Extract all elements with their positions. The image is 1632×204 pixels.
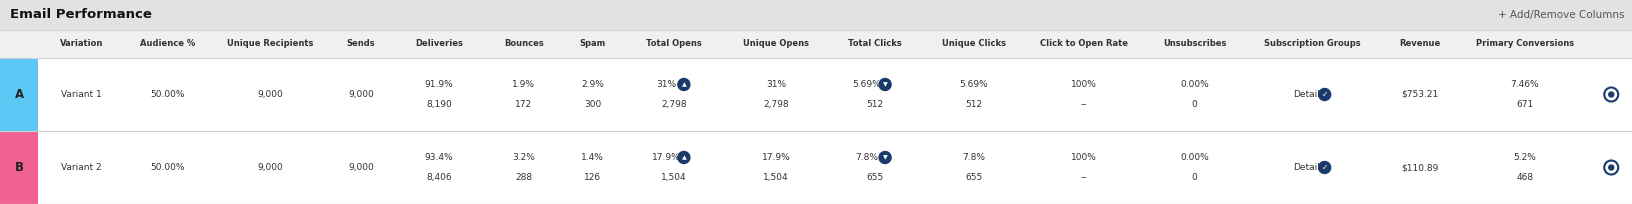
Text: 288: 288: [516, 173, 532, 182]
Text: Revenue: Revenue: [1399, 40, 1441, 49]
Text: 17.9%: 17.9%: [651, 153, 681, 162]
Text: 1.4%: 1.4%: [581, 153, 604, 162]
Text: 7.8%: 7.8%: [855, 153, 878, 162]
Text: --: --: [1080, 173, 1087, 182]
Text: + Add/Remove Columns: + Add/Remove Columns: [1498, 10, 1624, 20]
Text: ✓: ✓: [1322, 163, 1328, 172]
Text: Details: Details: [1293, 163, 1325, 172]
Text: 2,798: 2,798: [661, 100, 687, 109]
Text: 655: 655: [966, 173, 982, 182]
Text: 5.69%: 5.69%: [960, 80, 989, 89]
Text: A: A: [15, 88, 24, 101]
Text: 17.9%: 17.9%: [762, 153, 790, 162]
Text: 100%: 100%: [1071, 80, 1097, 89]
Circle shape: [1609, 165, 1614, 170]
Text: 93.4%: 93.4%: [424, 153, 454, 162]
Circle shape: [880, 152, 891, 163]
Text: 50.00%: 50.00%: [150, 163, 184, 172]
Text: Spam: Spam: [579, 40, 605, 49]
Text: Unique Recipients: Unique Recipients: [227, 40, 313, 49]
Text: 300: 300: [584, 100, 601, 109]
Text: 126: 126: [584, 173, 601, 182]
Text: ✓: ✓: [1322, 90, 1328, 99]
Text: 31%: 31%: [765, 80, 787, 89]
Text: 1,504: 1,504: [764, 173, 788, 182]
Bar: [0, 131, 38, 204]
Text: ▼: ▼: [883, 155, 888, 160]
Text: Unique Clicks: Unique Clicks: [942, 40, 1005, 49]
Bar: [0, 0, 1632, 30]
Text: ▲: ▲: [682, 82, 685, 87]
Text: 3.2%: 3.2%: [512, 153, 535, 162]
Text: 31%: 31%: [656, 80, 676, 89]
Text: 512: 512: [966, 100, 982, 109]
Text: 91.9%: 91.9%: [424, 80, 454, 89]
Text: $110.89: $110.89: [1400, 163, 1438, 172]
Text: 0.00%: 0.00%: [1180, 153, 1209, 162]
Circle shape: [880, 79, 891, 91]
Text: Deliveries: Deliveries: [415, 40, 463, 49]
Text: ▲: ▲: [682, 155, 685, 160]
Text: Sends: Sends: [346, 40, 375, 49]
Text: --: --: [1080, 100, 1087, 109]
Text: 50.00%: 50.00%: [150, 90, 184, 99]
Text: Unsubscribes: Unsubscribes: [1162, 40, 1226, 49]
Text: 0: 0: [1191, 100, 1198, 109]
Text: 1.9%: 1.9%: [512, 80, 535, 89]
Text: B: B: [15, 161, 23, 174]
Circle shape: [1319, 162, 1330, 173]
Text: Click to Open Rate: Click to Open Rate: [1040, 40, 1128, 49]
Text: Primary Conversions: Primary Conversions: [1475, 40, 1575, 49]
Text: Variation: Variation: [60, 40, 103, 49]
Bar: [0, 131, 1632, 204]
Text: 9,000: 9,000: [348, 163, 374, 172]
Bar: [0, 58, 1632, 131]
Text: Bounces: Bounces: [504, 40, 543, 49]
Text: 2,798: 2,798: [764, 100, 788, 109]
Text: 0: 0: [1191, 173, 1198, 182]
Text: Email Performance: Email Performance: [10, 9, 152, 21]
Text: Variant 1: Variant 1: [60, 90, 101, 99]
Text: Details: Details: [1293, 90, 1325, 99]
Text: 9,000: 9,000: [256, 163, 282, 172]
Text: 8,406: 8,406: [426, 173, 452, 182]
Text: 172: 172: [516, 100, 532, 109]
Text: 468: 468: [1516, 173, 1534, 182]
Text: 655: 655: [867, 173, 883, 182]
Text: Unique Opens: Unique Opens: [743, 40, 809, 49]
Text: 671: 671: [1516, 100, 1534, 109]
Text: 7.46%: 7.46%: [1511, 80, 1539, 89]
Text: 9,000: 9,000: [348, 90, 374, 99]
Text: 1,504: 1,504: [661, 173, 687, 182]
Text: 100%: 100%: [1071, 153, 1097, 162]
Text: 8,190: 8,190: [426, 100, 452, 109]
Text: Variant 2: Variant 2: [60, 163, 101, 172]
Text: 7.8%: 7.8%: [963, 153, 986, 162]
Circle shape: [677, 79, 690, 91]
Bar: [0, 30, 1632, 58]
Text: 2.9%: 2.9%: [581, 80, 604, 89]
Text: Total Opens: Total Opens: [646, 40, 702, 49]
Circle shape: [677, 152, 690, 163]
Text: 0.00%: 0.00%: [1180, 80, 1209, 89]
Text: ▼: ▼: [883, 82, 888, 87]
Circle shape: [1319, 89, 1330, 101]
Circle shape: [1609, 92, 1614, 97]
Text: $753.21: $753.21: [1400, 90, 1438, 99]
Text: Subscription Groups: Subscription Groups: [1265, 40, 1361, 49]
Text: 5.69%: 5.69%: [852, 80, 881, 89]
Bar: [0, 58, 38, 131]
Text: 5.2%: 5.2%: [1513, 153, 1536, 162]
Text: Audience %: Audience %: [140, 40, 196, 49]
Text: Total Clicks: Total Clicks: [849, 40, 902, 49]
Text: 512: 512: [867, 100, 883, 109]
Text: 9,000: 9,000: [256, 90, 282, 99]
